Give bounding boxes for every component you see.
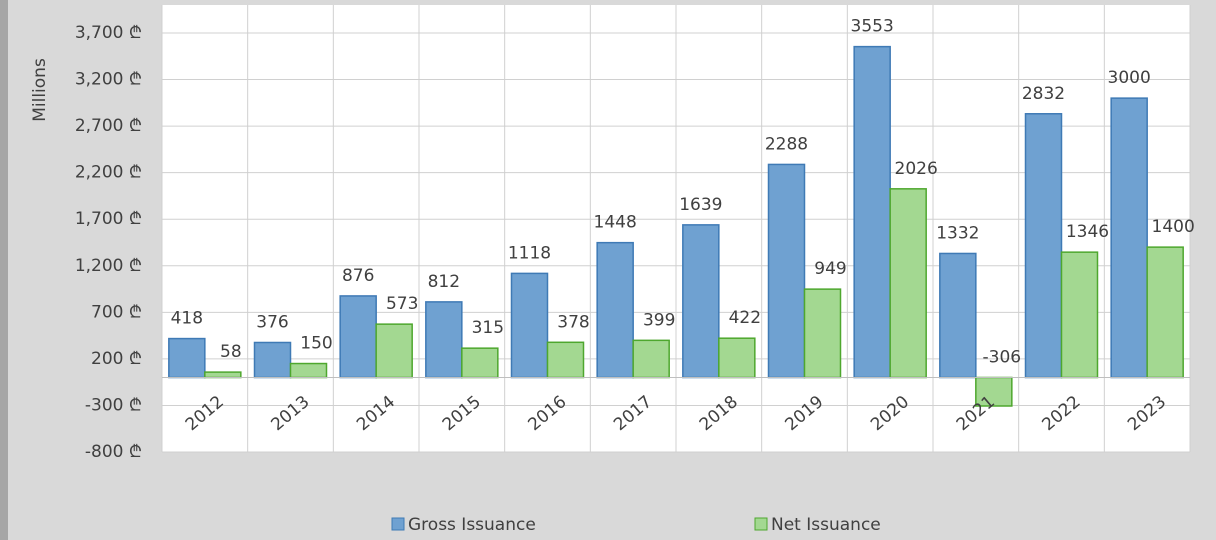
y-tick-label: 3,700 ₾ (75, 23, 142, 43)
data-label: 2288 (765, 134, 808, 154)
data-label: 418 (171, 309, 203, 329)
bar (425, 301, 463, 379)
bar (939, 252, 977, 379)
data-label: 378 (557, 312, 589, 332)
data-label: 2026 (895, 159, 938, 179)
bar (253, 341, 292, 379)
data-label: 949 (814, 259, 846, 279)
data-label: 2832 (1022, 84, 1065, 104)
left-strip (0, 0, 8, 540)
bar (204, 371, 242, 379)
legend-label: Gross Issuance (408, 515, 536, 535)
bar (632, 339, 670, 379)
bar (546, 341, 585, 379)
data-label: 399 (643, 310, 675, 330)
data-label: 376 (256, 312, 288, 332)
legend-swatch (391, 517, 405, 531)
data-label: 876 (342, 266, 374, 286)
y-tick-label: -300 ₾ (85, 395, 142, 415)
y-tick-label: 2,700 ₾ (75, 116, 142, 136)
data-label: 315 (472, 318, 504, 338)
bar (682, 224, 720, 379)
y-tick-label: -800 ₾ (85, 442, 142, 462)
bar (767, 163, 806, 379)
y-tick-label: 1,700 ₾ (75, 209, 142, 229)
bar (718, 337, 756, 379)
data-label: 1118 (508, 243, 551, 263)
data-label: 3000 (1108, 68, 1151, 88)
data-label: 150 (300, 334, 332, 354)
y-tick-label: 700 ₾ (91, 302, 142, 322)
data-label: -306 (983, 348, 1022, 368)
bar (596, 241, 634, 379)
y-tick-label: 200 ₾ (91, 349, 142, 369)
y-tick-label: 1,200 ₾ (75, 256, 142, 276)
data-label: 1639 (679, 195, 722, 215)
data-label: 1332 (936, 223, 979, 243)
bar (889, 188, 927, 379)
data-label: 422 (729, 308, 761, 328)
data-label: 812 (428, 272, 460, 292)
y-tick-label: 3,200 ₾ (75, 70, 142, 90)
data-label: 1346 (1066, 222, 1109, 242)
bar (339, 295, 377, 379)
bar (168, 337, 206, 379)
bar (1146, 246, 1184, 379)
data-label: 1400 (1152, 217, 1195, 237)
bar (510, 272, 549, 379)
bar (803, 288, 842, 379)
bar (375, 323, 413, 379)
bar (461, 347, 499, 379)
legend-label: Net Issuance (771, 515, 881, 535)
bar (1024, 113, 1063, 379)
bar (1060, 251, 1099, 379)
data-label: 3553 (851, 17, 894, 37)
y-axis-title: Millions (30, 58, 50, 122)
legend-swatch (754, 517, 768, 531)
data-label: 573 (386, 294, 418, 314)
y-tick-label: 2,200 ₾ (75, 163, 142, 183)
bar (289, 362, 328, 379)
data-label: 1448 (594, 213, 637, 233)
data-label: 58 (220, 342, 242, 362)
bar (1110, 97, 1148, 379)
bar (853, 45, 891, 379)
